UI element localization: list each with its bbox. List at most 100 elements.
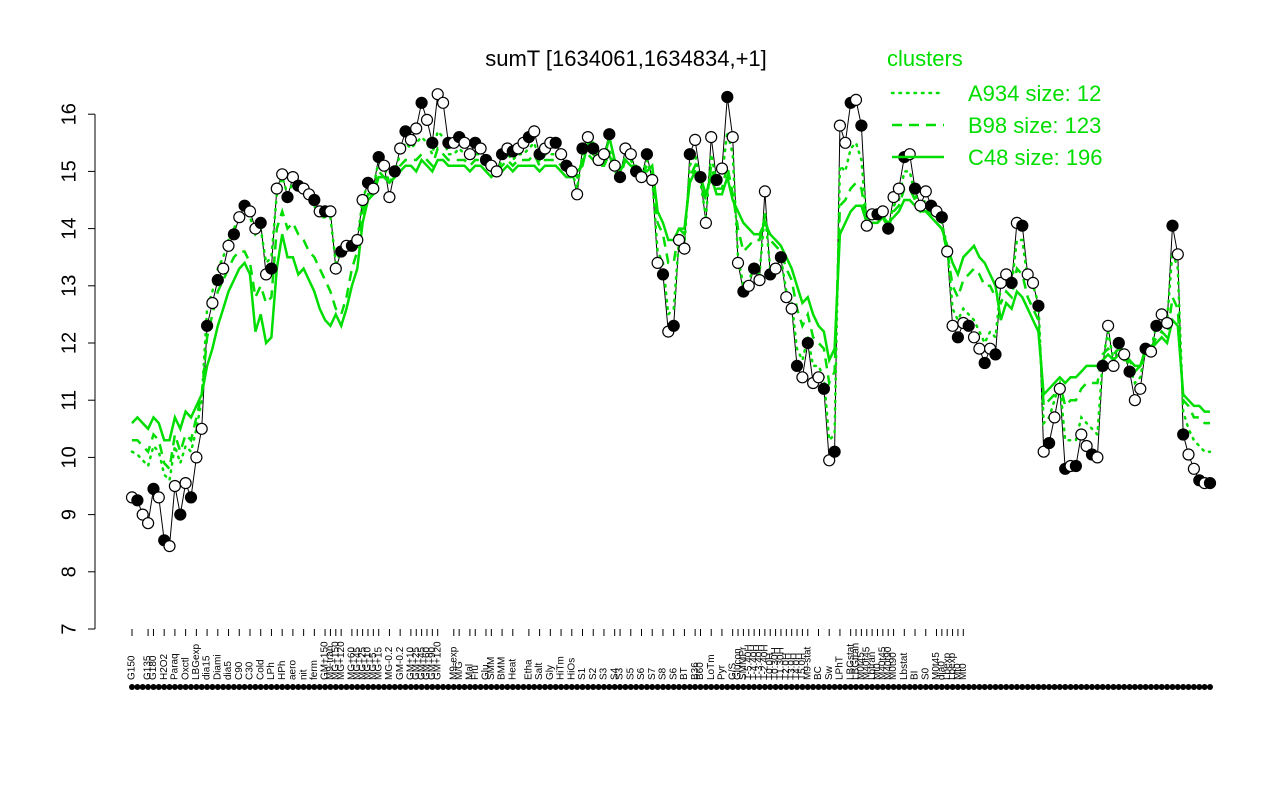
x-rug-mark <box>204 684 211 690</box>
x-tick-label: GM+90 <box>427 646 438 680</box>
legend-label: B98 size: 123 <box>968 113 1101 138</box>
x-rug-mark <box>976 684 983 690</box>
x-rug-mark <box>306 684 312 690</box>
data-point <box>554 148 568 161</box>
x-tick-label: Fru <box>470 665 481 680</box>
x-rug-mark <box>418 684 425 690</box>
data-point <box>528 125 541 138</box>
data-point <box>989 348 1002 361</box>
x-tick-label: S8 <box>658 667 669 680</box>
x-tick-label: GM+25 <box>411 646 422 680</box>
y-tick-label: 14 <box>58 217 80 239</box>
x-rug-mark <box>166 684 173 690</box>
data-point <box>1187 462 1201 475</box>
x-rug-mark <box>1196 684 1203 690</box>
x-tick-label: Sw <box>824 665 835 680</box>
x-rug-mark <box>348 684 355 690</box>
x-tick-label: Salt <box>534 663 545 680</box>
data-point <box>1037 445 1050 458</box>
data-point <box>699 216 713 229</box>
x-tick-label: GM+120 <box>432 641 443 680</box>
x-tick-label: MG+45 <box>352 646 363 680</box>
x-rug-mark <box>375 684 382 690</box>
data-points <box>125 88 1217 553</box>
x-rug-mark <box>853 684 859 690</box>
data-point <box>437 96 450 109</box>
data-point <box>973 342 986 355</box>
x-rug-mark <box>1067 684 1074 690</box>
data-point <box>184 491 198 504</box>
chart-title: sumT [1634061,1634834,+1] <box>485 46 767 71</box>
x-rug-mark <box>424 684 430 690</box>
x-rug-mark <box>879 684 886 690</box>
x-tick-label: T4.0H <box>792 653 803 680</box>
x-rug-mark <box>971 684 977 690</box>
data-point <box>1134 382 1147 395</box>
data-point <box>587 142 600 155</box>
x-rug-mark <box>719 684 725 690</box>
x-rug-mark <box>922 684 929 690</box>
x-rug-mark <box>949 684 956 690</box>
x-tick-label: T0.30H <box>770 647 781 680</box>
x-rug-mark <box>365 684 371 690</box>
x-rug-mark <box>150 684 157 690</box>
x-rug-mark <box>622 684 629 690</box>
data-point <box>1000 268 1013 281</box>
data-point <box>254 216 267 229</box>
x-rug-mark <box>831 684 838 690</box>
x-tick-label: Cold <box>255 659 266 680</box>
x-tick-label: MG+60 <box>347 646 358 680</box>
x-tick-label: G/S <box>727 662 738 680</box>
x-rug-mark <box>590 684 597 690</box>
x-rug-mark <box>692 684 699 690</box>
x-tick-label: M/G <box>454 661 465 680</box>
data-point <box>276 168 289 181</box>
data-point <box>785 302 798 315</box>
x-tick-label: LBGexp <box>191 643 202 680</box>
data-point <box>576 142 589 155</box>
data-point <box>742 279 755 292</box>
x-tick-label: nit <box>298 669 309 680</box>
data-point <box>404 133 417 146</box>
x-rug-mark <box>767 684 774 690</box>
x-rug-mark <box>1185 684 1192 690</box>
x-tick-label: C90 <box>234 661 245 680</box>
x-rug-mark <box>531 684 538 690</box>
x-tick-label: M9-tran <box>325 646 336 680</box>
x-tick-label: GM+60 <box>422 646 433 680</box>
y-tick-label: 16 <box>58 103 80 125</box>
x-rug-mark <box>1040 684 1047 690</box>
data-point <box>941 245 954 258</box>
x-tick-label: BMM <box>497 657 508 680</box>
data-point <box>635 171 648 184</box>
x-rug-mark <box>472 684 479 690</box>
x-rug-mark <box>338 684 345 690</box>
x-rug-mark <box>751 684 758 690</box>
data-point <box>683 148 696 161</box>
x-rug-mark <box>815 684 822 690</box>
data-point <box>721 90 734 104</box>
data-point <box>195 422 208 435</box>
x-rug-mark <box>1083 684 1090 690</box>
y-tick-label: 8 <box>58 566 80 577</box>
x-rug-mark <box>1046 684 1053 690</box>
x-rug-mark <box>938 684 945 690</box>
x-tick-label: dia5 <box>223 661 234 680</box>
x-tick-label: BI <box>910 671 921 680</box>
x-rug-mark <box>649 684 656 690</box>
data-point <box>753 274 766 287</box>
legend-label: A934 size: 12 <box>968 81 1101 106</box>
x-rug-mark <box>456 684 463 690</box>
x-rug-mark <box>542 684 548 690</box>
data-point <box>1016 219 1029 232</box>
x-rug-mark <box>332 684 339 690</box>
data-point <box>243 205 257 218</box>
x-rug-mark <box>826 684 833 690</box>
x-rug-mark <box>697 684 704 690</box>
x-tick-label: Diami <box>212 654 223 680</box>
x-rug-mark <box>1051 684 1058 690</box>
x-rug-mark <box>359 684 366 690</box>
x-tick-label: M9-exp <box>448 646 459 680</box>
data-point <box>1177 428 1190 441</box>
x-tick-label: LoTm <box>706 654 717 680</box>
